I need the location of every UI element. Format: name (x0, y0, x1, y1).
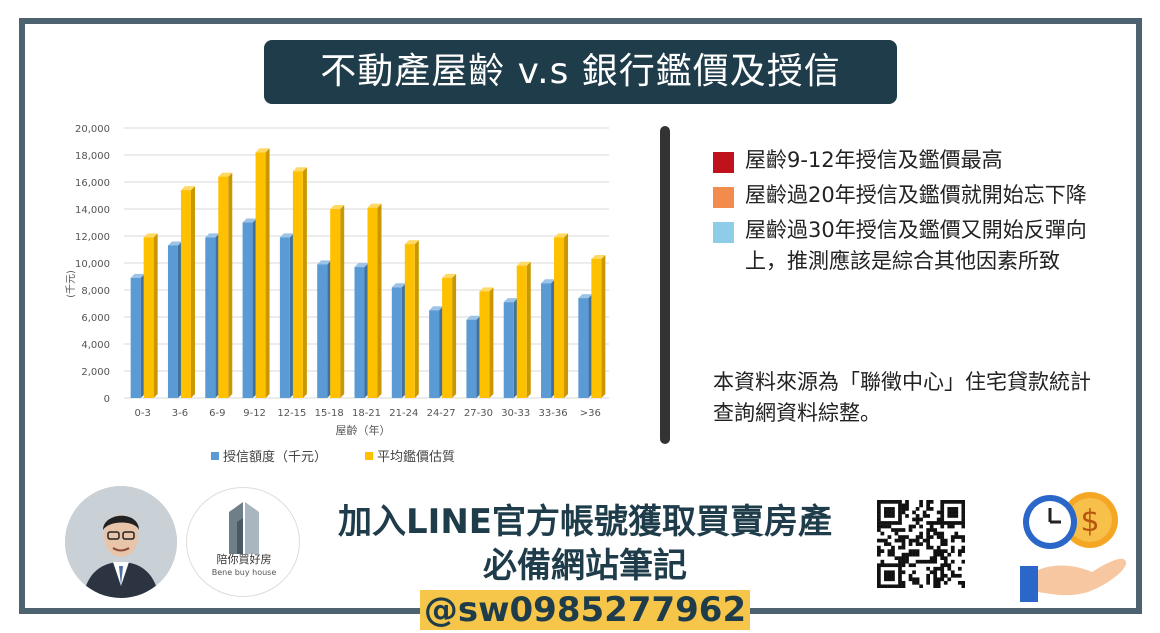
hand-icon (1020, 558, 1127, 602)
bar-appraisal (554, 233, 569, 398)
brand-logo: 陪你買好房 Bene buy house (186, 487, 300, 597)
bar-credit (167, 241, 182, 398)
bar-appraisal (404, 240, 419, 398)
cta-line-2: 必備網站筆記@sw0985277962 (320, 544, 850, 632)
bar-credit (130, 273, 145, 398)
svg-text:$: $ (1080, 504, 1099, 539)
red-square-icon (713, 152, 734, 173)
x-tick-label: 0-3 (134, 408, 150, 419)
y-tick-label: 0 (104, 394, 110, 405)
cta-prefix: 必備網站筆記 (483, 546, 687, 586)
person-avatar-icon (65, 486, 177, 598)
key-point-text: 屋齡過20年授信及鑑價就開始忘下降 (745, 183, 1087, 207)
x-tick-label: 24-27 (427, 408, 456, 419)
x-tick-label: 9-12 (243, 408, 266, 419)
bar-credit (279, 233, 294, 398)
clock-icon (1023, 495, 1077, 549)
chart-legend: 授信額度（千元） 平均鑑價估質 (211, 449, 455, 465)
building-logo-icon (229, 502, 259, 554)
dollar-coin-icon: $ (1062, 492, 1118, 548)
line-official-cta[interactable]: 加入LINE官方帳號獲取買賣房產 必備網站筆記@sw0985277962 (320, 500, 850, 632)
x-tick-label: 27-30 (464, 408, 493, 419)
legend-label-appraisal: 平均鑑價估質 (377, 449, 455, 465)
money-illustration: $ (1020, 492, 1127, 602)
x-tick-label: 6-9 (209, 408, 225, 419)
x-axis-label: 屋齡（年） (336, 423, 391, 437)
key-point-1: 屋齡9-12年授信及鑑價最高 (713, 145, 1113, 176)
x-tick-label: 12-15 (277, 408, 306, 419)
bar-appraisal (591, 254, 606, 398)
bar-appraisal (180, 186, 195, 398)
bar-appraisal (516, 261, 531, 398)
y-tick-label: 16,000 (75, 178, 110, 189)
bar-appraisal (367, 203, 382, 398)
line-handle[interactable]: @sw0985277962 (419, 590, 751, 630)
x-tick-label: 30-33 (501, 408, 530, 419)
divider-bar (660, 126, 670, 444)
bar-appraisal (292, 167, 307, 398)
bar-credit (578, 294, 593, 398)
x-tick-label: 21-24 (389, 408, 418, 419)
x-tick-label: 18-21 (352, 408, 381, 419)
y-tick-label: 12,000 (75, 232, 110, 243)
bar-appraisal (218, 172, 233, 398)
qr-code-icon[interactable] (877, 500, 965, 588)
y-tick-label: 10,000 (75, 259, 110, 270)
x-tick-label: 3-6 (172, 408, 188, 419)
y-tick-label: 6,000 (81, 313, 110, 324)
bar-credit (503, 298, 518, 398)
x-tick-label: 15-18 (315, 408, 344, 419)
key-point-text: 屋齡9-12年授信及鑑價最高 (745, 148, 1003, 172)
key-point-text: 屋齡過30年授信及鑑價又開始反彈向上，推測應該是綜合其他因素所致 (745, 218, 1087, 273)
bar-appraisal (143, 233, 158, 398)
key-point-2: 屋齡過20年授信及鑑價就開始忘下降 (713, 180, 1113, 211)
bar-credit (242, 218, 257, 398)
y-tick-label: 18,000 (75, 151, 110, 162)
bar-credit (391, 283, 406, 398)
legend-swatch-credit (211, 452, 219, 460)
y-tick-label: 2,000 (81, 367, 110, 378)
y-axis-label: (千元) (65, 270, 77, 298)
y-tick-label: 4,000 (81, 340, 110, 351)
legend-swatch-appraisal (365, 452, 373, 460)
y-tick-label: 14,000 (75, 205, 110, 216)
brand-name-english: Bene buy house (211, 568, 277, 577)
bar-credit (205, 233, 220, 398)
x-tick-label: >36 (580, 408, 601, 419)
bar-credit (317, 260, 332, 398)
bar-credit (466, 315, 481, 398)
orange-square-icon (713, 187, 734, 208)
bar-credit (354, 263, 369, 398)
cta-line-1: 加入LINE官方帳號獲取買賣房產 (338, 502, 832, 542)
key-point-3: 屋齡過30年授信及鑑價又開始反彈向上，推測應該是綜合其他因素所致 (713, 215, 1113, 277)
source-note: 本資料來源為「聯徵中心」住宅貸款統計查詢網資料綜整。 (713, 370, 1091, 425)
x-tick-label: 33-36 (539, 408, 568, 419)
bar-credit (541, 279, 556, 398)
key-points: 屋齡9-12年授信及鑑價最高 屋齡過20年授信及鑑價就開始忘下降 屋齡過30年授… (713, 145, 1113, 281)
blue-square-icon (713, 222, 734, 243)
legend-label-credit: 授信額度（千元） (223, 449, 327, 465)
bar-appraisal (255, 148, 270, 398)
bar-appraisal (330, 205, 345, 398)
bar-credit (429, 306, 444, 398)
bar-appraisal (442, 273, 457, 398)
y-tick-label: 20,000 (75, 124, 110, 135)
y-tick-label: 8,000 (81, 286, 110, 297)
brand-name: 陪你買好房 (216, 553, 272, 566)
bar-appraisal (479, 287, 494, 398)
bar-chart: 0 2,000 4,000 6,000 8,000 10,000 12,000 14,000 1… (65, 124, 609, 465)
page-title: 不動產屋齡 v.s 銀行鑑價及授信 (264, 40, 897, 104)
